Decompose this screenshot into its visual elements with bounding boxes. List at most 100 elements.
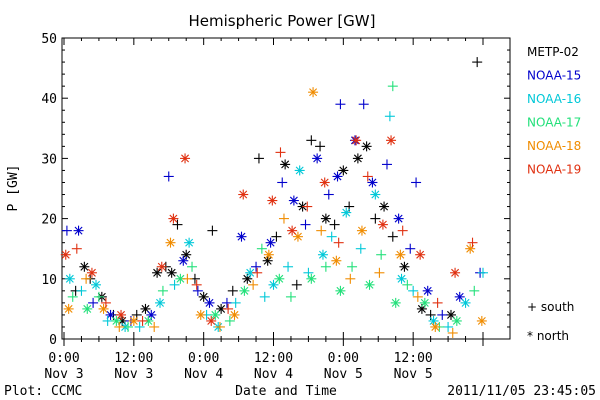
data-point [134, 321, 145, 332]
data-point [450, 267, 461, 278]
data-point [428, 315, 439, 326]
data-point [63, 303, 74, 314]
marker-legend: + south * north [527, 300, 574, 343]
data-point [116, 309, 127, 320]
data-point [370, 213, 381, 224]
y-tick-label: 10 [41, 273, 57, 288]
data-point [263, 249, 274, 260]
data-point [370, 189, 381, 200]
data-point [168, 213, 179, 224]
data-point [326, 231, 337, 242]
x-axis-label: Date and Time [235, 384, 337, 399]
data-point [60, 249, 71, 260]
data-point [283, 261, 294, 272]
data-point [64, 273, 75, 284]
data-point [329, 219, 340, 230]
data-point [182, 273, 193, 284]
data-point [319, 177, 330, 188]
data-point [437, 309, 448, 320]
data-point [381, 159, 392, 170]
data-point [306, 273, 317, 284]
data-point [294, 165, 305, 176]
data-point [396, 273, 407, 284]
data-point [390, 297, 401, 308]
x-tick-date-label: Nov 4 [254, 367, 293, 382]
data-point [323, 189, 334, 200]
legend-entry: NOAA-17 [527, 116, 581, 130]
data-point [195, 309, 206, 320]
data-point [302, 201, 313, 212]
data-point [137, 315, 148, 326]
data-point [207, 225, 218, 236]
data-point [221, 297, 232, 308]
x-tick-time-label: 12:00 [114, 351, 153, 366]
x-tick-time-label: 12:00 [254, 351, 293, 366]
data-point [82, 303, 93, 314]
data-point [377, 219, 388, 230]
data-point [341, 207, 352, 218]
data-point [335, 285, 346, 296]
data-point [166, 267, 177, 278]
data-point [152, 267, 163, 278]
data-point [412, 291, 423, 302]
data-point [280, 159, 291, 170]
data-point [362, 171, 373, 182]
data-point [214, 321, 225, 332]
data-point [402, 279, 413, 290]
data-point [157, 285, 168, 296]
data-point [384, 111, 395, 122]
data-point [88, 297, 99, 308]
data-point [376, 249, 387, 260]
data-point [169, 279, 180, 290]
data-points [60, 57, 488, 338]
data-point [223, 303, 234, 314]
data-point [306, 135, 317, 146]
data-point [79, 261, 90, 272]
data-point [265, 237, 276, 248]
data-point [102, 315, 113, 326]
data-point [419, 297, 430, 308]
x-tick-time-label: 12:00 [394, 351, 433, 366]
data-point [358, 99, 369, 110]
y-tick-label: 0 [49, 333, 57, 348]
data-point [364, 279, 375, 290]
data-point [256, 243, 267, 254]
data-point [178, 255, 189, 266]
data-point [338, 165, 349, 176]
data-point [387, 81, 398, 92]
x-tick-date-label: Nov 3 [44, 367, 83, 382]
data-point [278, 213, 289, 224]
data-point [180, 153, 191, 164]
data-point [149, 321, 160, 332]
data-point [285, 291, 296, 302]
data-point [320, 261, 331, 272]
data-point [317, 249, 328, 260]
data-point [251, 261, 262, 272]
data-point [238, 189, 249, 200]
data-point [187, 261, 198, 272]
data-point [248, 279, 259, 290]
data-point [472, 57, 483, 68]
data-point [399, 261, 410, 272]
data-point [386, 135, 397, 146]
data-point [98, 303, 109, 314]
legend-entry: NOAA-18 [527, 139, 581, 153]
data-point [252, 267, 263, 278]
x-tick-time-label: 0:00 [188, 351, 219, 366]
legend-entry: METP-02 [527, 45, 579, 59]
data-point [100, 297, 111, 308]
data-point [163, 171, 174, 182]
data-point [165, 237, 176, 248]
data-point [206, 315, 217, 326]
data-point [320, 213, 331, 224]
data-point [351, 135, 362, 146]
data-point [156, 261, 167, 272]
data-point [312, 153, 323, 164]
data-point [288, 195, 299, 206]
data-point [476, 315, 487, 326]
data-point [356, 225, 367, 236]
data-point [267, 195, 278, 206]
data-point [184, 237, 195, 248]
data-point [393, 213, 404, 224]
